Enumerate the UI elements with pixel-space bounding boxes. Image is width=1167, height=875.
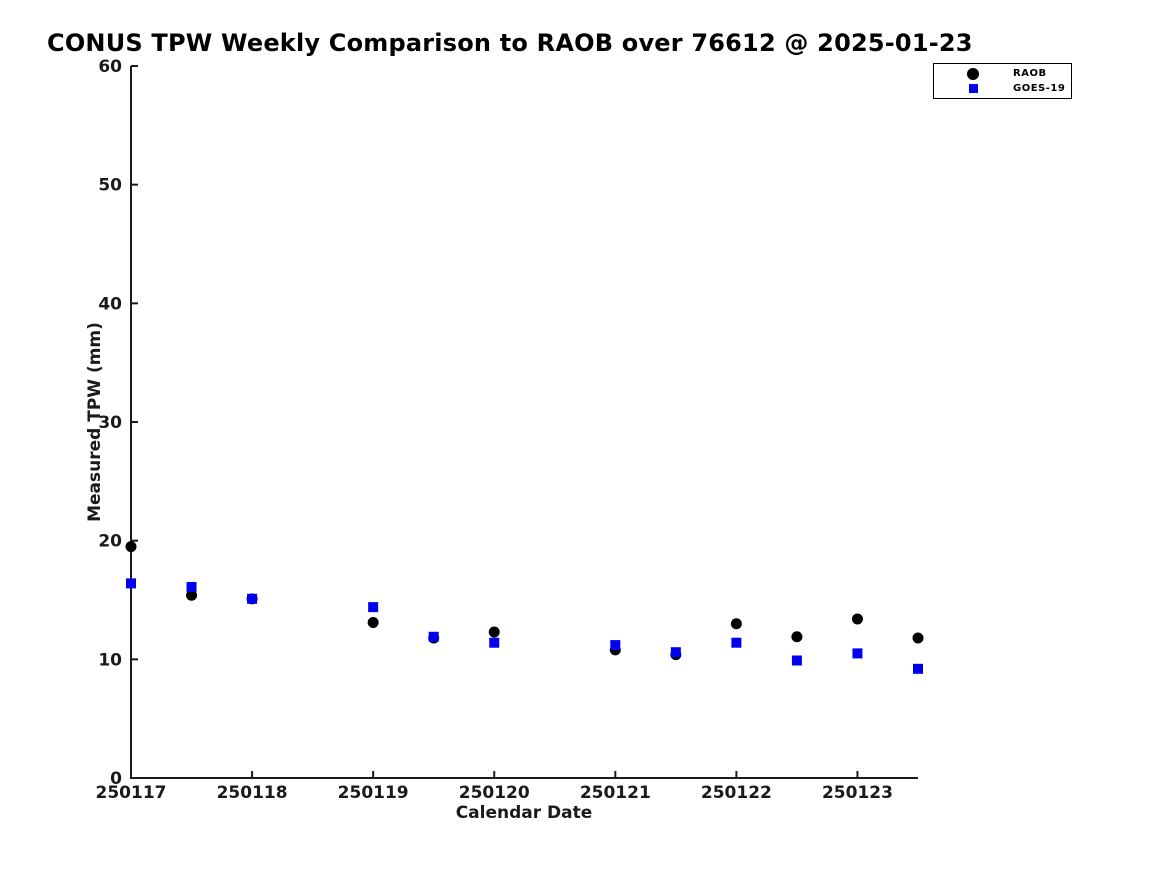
y-tick-label: 30: [98, 413, 122, 433]
goes-19-point: [670, 647, 681, 658]
raob-point: [851, 613, 863, 625]
goes-19-point: [610, 640, 621, 651]
legend-item-goes19: GOES-19: [934, 81, 1071, 96]
x-tick-label: 250117: [96, 783, 167, 803]
chart-title: CONUS TPW Weekly Comparison to RAOB over…: [47, 29, 973, 57]
raob-point: [367, 617, 379, 629]
raob-marker-icon: [966, 67, 980, 80]
raob-point: [488, 626, 500, 638]
x-tick-label: 250122: [701, 783, 772, 803]
raob-point: [125, 541, 137, 553]
raob-point: [791, 631, 803, 643]
y-tick-label: 20: [98, 532, 122, 552]
y-tick-label: 10: [98, 650, 122, 670]
legend: RAOB GOES-19: [933, 63, 1072, 99]
x-tick-label: 250121: [580, 783, 651, 803]
y-tick-label: 0: [110, 769, 122, 789]
raob-point: [730, 618, 742, 630]
goes-19-point: [489, 637, 500, 648]
goes-19-point: [791, 655, 802, 666]
goes-19-point: [368, 602, 379, 613]
goes-19-point: [247, 593, 258, 604]
legend-label-raob: RAOB: [1013, 68, 1047, 79]
y-axis-label: Measured TPW (mm): [85, 322, 105, 522]
raob-point: [186, 589, 198, 601]
goes-19-point: [913, 663, 923, 674]
y-tick-label: 50: [98, 176, 122, 196]
x-tick-label: 250120: [459, 783, 530, 803]
goes19-marker-icon: [966, 84, 980, 93]
y-tick-label: 40: [98, 294, 122, 314]
y-tick-label: 60: [98, 57, 122, 77]
goes-19-point: [126, 578, 136, 589]
raob-point: [912, 632, 924, 644]
x-tick-label: 250119: [338, 783, 409, 803]
goes-19-point: [731, 637, 742, 648]
x-tick-label: 250118: [217, 783, 288, 803]
x-tick-label: 250123: [822, 783, 893, 803]
x-axis-label: Calendar Date: [455, 803, 593, 823]
legend-item-raob: RAOB: [934, 66, 1071, 81]
goes-19-point: [852, 648, 863, 659]
legend-label-goes19: GOES-19: [1013, 83, 1066, 94]
goes-19-point: [428, 631, 439, 642]
goes-19-point: [186, 581, 197, 592]
